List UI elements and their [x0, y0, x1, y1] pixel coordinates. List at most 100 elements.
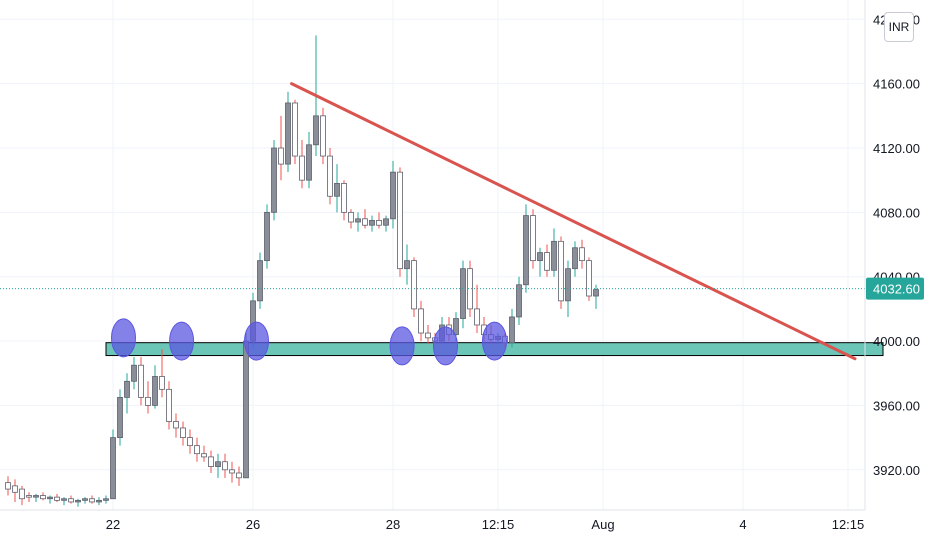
candle-body-75 — [530, 215, 536, 262]
candle-73 — [516, 276, 522, 325]
candle-body-51 — [362, 218, 368, 226]
candle-53 — [376, 212, 382, 229]
candle-82 — [579, 239, 585, 269]
candle-13 — [96, 497, 102, 506]
candle-83 — [586, 257, 592, 301]
candle-body-48 — [341, 183, 347, 213]
candle-81 — [572, 241, 578, 277]
candle-body-56 — [397, 171, 403, 270]
candle-body-30 — [215, 461, 221, 467]
candle-body-41 — [292, 102, 298, 157]
currency-badge[interactable]: INR — [884, 12, 914, 42]
candle-41 — [292, 99, 298, 165]
chart-grid — [0, 0, 865, 510]
touch-marker-2[interactable] — [244, 321, 269, 361]
candle-54 — [383, 215, 389, 232]
y-tick-label-3: 4080.00 — [873, 205, 920, 220]
touch-marker-0[interactable] — [111, 318, 136, 358]
candle-body-33 — [236, 472, 242, 479]
candle-15 — [110, 429, 116, 500]
candle-body-84 — [593, 289, 599, 297]
candle-9 — [68, 495, 74, 504]
candle-body-18 — [131, 364, 137, 382]
candle-42 — [299, 139, 305, 189]
touch-marker-5[interactable] — [482, 321, 507, 361]
touch-marker-1[interactable] — [169, 321, 195, 361]
candle-body-54 — [383, 218, 389, 226]
candle-body-42 — [299, 155, 305, 181]
y-tick-label-2: 4120.00 — [873, 141, 920, 156]
candle-7 — [54, 493, 60, 502]
candle-body-57 — [404, 260, 410, 270]
candle-body-28 — [201, 453, 207, 458]
candle-59 — [418, 300, 424, 342]
touch-marker-4[interactable] — [433, 326, 458, 366]
candle-body-64 — [453, 318, 459, 336]
candle-28 — [201, 445, 207, 462]
candle-43 — [306, 131, 312, 189]
candle-1 — [12, 479, 18, 502]
candle-77 — [544, 244, 550, 277]
candle-27 — [194, 437, 200, 462]
candle-body-39 — [278, 147, 284, 165]
candle-78 — [551, 228, 557, 277]
candle-26 — [187, 429, 193, 454]
candle-65 — [460, 260, 466, 329]
candle-33 — [236, 466, 242, 486]
candle-body-12 — [89, 498, 95, 503]
candle-body-27 — [194, 445, 200, 455]
candle-body-34 — [243, 340, 249, 479]
candle-body-23 — [166, 388, 172, 422]
candle-74 — [523, 204, 529, 293]
candle-38 — [271, 139, 277, 221]
candle-body-3 — [26, 495, 32, 498]
candle-46 — [327, 148, 333, 205]
descending-trendline[interactable] — [290, 82, 857, 361]
candle-body-66 — [467, 268, 473, 310]
candle-12 — [89, 495, 95, 504]
candle-body-53 — [376, 220, 382, 226]
candle-56 — [397, 167, 403, 277]
candle-body-46 — [327, 155, 333, 197]
candle-body-32 — [229, 469, 235, 474]
candle-body-49 — [348, 211, 354, 223]
candle-body-19 — [138, 364, 144, 398]
candle-66 — [467, 260, 473, 317]
candle-60 — [425, 324, 431, 345]
candle-body-14 — [103, 498, 109, 501]
candle-body-13 — [96, 499, 102, 503]
candle-57 — [404, 244, 410, 285]
candle-body-5 — [40, 495, 46, 500]
candle-body-16 — [117, 396, 123, 439]
candle-2 — [19, 485, 25, 506]
x-tick-label-6: 12:15 — [832, 517, 865, 532]
candle-body-6 — [47, 496, 53, 500]
candle-body-72 — [509, 316, 515, 344]
y-axis-ticks: 4200.004160.004120.004080.004040.004000.… — [873, 12, 920, 477]
candle-3 — [26, 492, 32, 502]
candle-body-45 — [320, 115, 326, 157]
last-price-tag-label: 4032.60 — [873, 282, 920, 297]
candle-body-40 — [285, 102, 291, 165]
touch-marker-3[interactable] — [389, 326, 415, 366]
candle-body-29 — [208, 456, 214, 467]
x-tick-label-0: 22 — [106, 517, 120, 532]
candle-51 — [362, 209, 368, 229]
candle-24 — [173, 413, 179, 438]
candle-body-58 — [411, 260, 417, 310]
candle-40 — [285, 91, 291, 173]
candle-body-4 — [33, 495, 39, 498]
candle-body-76 — [537, 252, 543, 262]
candle-20 — [145, 381, 151, 414]
candle-55 — [390, 160, 396, 229]
candle-body-55 — [390, 171, 396, 220]
x-axis-ticks: 22 26 28 12:15 Aug 4 12:15 — [106, 517, 865, 532]
candle-75 — [530, 209, 536, 269]
last-price-tag-layer: 4032.60 — [866, 277, 924, 300]
candle-39 — [278, 115, 284, 181]
candle-body-26 — [187, 437, 193, 447]
candle-body-2 — [19, 488, 25, 500]
candle-body-77 — [544, 252, 550, 271]
candle-body-8 — [61, 498, 67, 501]
